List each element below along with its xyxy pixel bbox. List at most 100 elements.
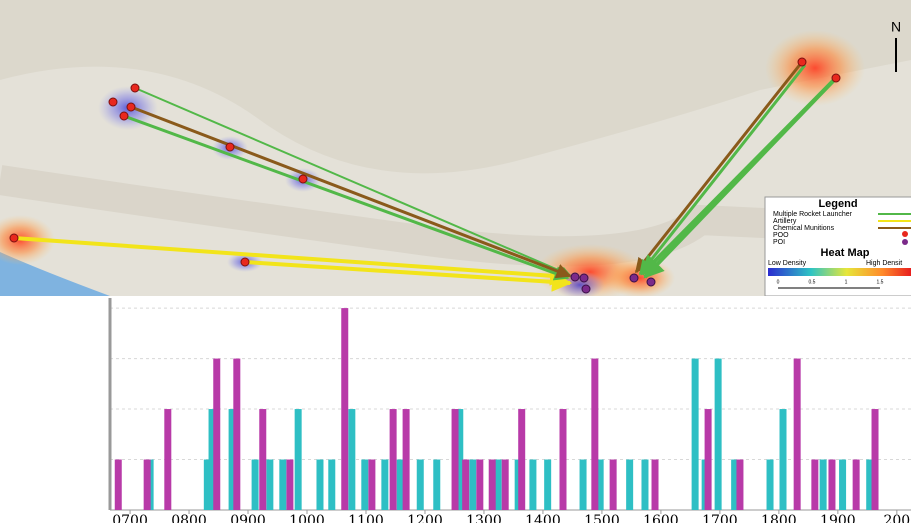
bar bbox=[233, 359, 240, 510]
bar bbox=[144, 460, 151, 510]
poo-point bbox=[120, 112, 128, 120]
poo-point bbox=[127, 103, 135, 111]
bar bbox=[316, 460, 323, 510]
poo-point bbox=[241, 258, 249, 266]
legend-item: POI bbox=[773, 239, 785, 246]
scale-label: 0.5 bbox=[809, 279, 816, 285]
poo-point bbox=[10, 234, 18, 242]
bar bbox=[341, 308, 348, 510]
bar bbox=[736, 460, 743, 510]
bar bbox=[252, 460, 259, 510]
bar bbox=[652, 460, 659, 510]
poo-point bbox=[109, 98, 117, 106]
heat-high: High Densit bbox=[866, 260, 902, 267]
scale-label: 1 bbox=[845, 279, 848, 285]
x-tick-label: 1200 bbox=[407, 513, 443, 523]
bar bbox=[518, 409, 525, 510]
x-tick-label: 1600 bbox=[643, 513, 679, 523]
bar bbox=[417, 460, 424, 510]
legend-swatch bbox=[902, 239, 908, 245]
x-tick-label: 1000 bbox=[289, 513, 325, 523]
bar bbox=[559, 409, 566, 510]
screenshot: N Legend Multiple Rocket Launcher Artill… bbox=[0, 0, 911, 523]
bar bbox=[115, 460, 122, 510]
heat-low: Low Density bbox=[768, 260, 807, 267]
bar bbox=[259, 409, 266, 510]
bar bbox=[705, 409, 712, 510]
bar bbox=[580, 460, 587, 510]
bar bbox=[839, 460, 846, 510]
x-tick-label: 1400 bbox=[525, 513, 561, 523]
poi-point bbox=[580, 274, 588, 282]
bar bbox=[361, 460, 368, 510]
bar bbox=[811, 460, 818, 510]
x-tick-label: 1300 bbox=[466, 513, 502, 523]
heat-ramp bbox=[768, 268, 911, 276]
bar bbox=[403, 409, 410, 510]
poi-point bbox=[571, 273, 579, 281]
map: N Legend Multiple Rocket Launcher Artill… bbox=[0, 0, 911, 296]
bar bbox=[469, 460, 476, 510]
bar bbox=[828, 460, 835, 510]
x-tick-label: 0900 bbox=[230, 513, 266, 523]
bar bbox=[328, 460, 335, 510]
bar bbox=[641, 460, 648, 510]
bar bbox=[489, 460, 496, 510]
poi-point bbox=[647, 278, 655, 286]
bar bbox=[348, 409, 355, 510]
bar bbox=[286, 460, 293, 510]
bar bbox=[279, 460, 286, 510]
poo-point bbox=[131, 84, 139, 92]
poo-point bbox=[299, 175, 307, 183]
x-tick-label: 1700 bbox=[702, 513, 738, 523]
legend-swatch bbox=[902, 231, 908, 237]
bar bbox=[502, 460, 509, 510]
bar bbox=[266, 460, 273, 510]
bar bbox=[692, 359, 699, 510]
bar bbox=[715, 359, 722, 510]
bar bbox=[626, 460, 633, 510]
legend-item: Chemical Munitions bbox=[773, 225, 835, 232]
legend: Legend Multiple Rocket Launcher Artiller… bbox=[765, 197, 911, 296]
legend-item: POO bbox=[773, 232, 789, 239]
heat-title: Heat Map bbox=[821, 247, 870, 259]
bar bbox=[462, 460, 469, 510]
north-label: N bbox=[891, 19, 901, 35]
bar bbox=[452, 409, 459, 510]
legend-item: Multiple Rocket Launcher bbox=[773, 211, 853, 218]
bar bbox=[820, 460, 827, 510]
legend-item: Artillery bbox=[773, 218, 797, 225]
bar bbox=[591, 359, 598, 510]
bar bbox=[295, 409, 302, 510]
x-tick-label: 0700 bbox=[112, 513, 148, 523]
bar bbox=[433, 460, 440, 510]
x-tick-label: 0800 bbox=[171, 513, 207, 523]
x-tick-label: 1900 bbox=[820, 513, 856, 523]
poi-point bbox=[582, 285, 590, 293]
poo-point bbox=[226, 143, 234, 151]
scale-label: 0 bbox=[777, 279, 780, 285]
bar bbox=[381, 460, 388, 510]
bar bbox=[872, 409, 879, 510]
bar bbox=[610, 460, 617, 510]
bar bbox=[368, 460, 375, 510]
x-tick-label: 1500 bbox=[584, 513, 620, 523]
poi-point bbox=[630, 274, 638, 282]
poo-point bbox=[832, 74, 840, 82]
bar bbox=[794, 359, 801, 510]
bar bbox=[164, 409, 171, 510]
legend-title: Legend bbox=[818, 198, 857, 210]
bar bbox=[213, 359, 220, 510]
bar bbox=[780, 409, 787, 510]
bar bbox=[529, 460, 536, 510]
x-tick-label: 200 bbox=[883, 513, 910, 523]
scale-label: 1.5 bbox=[877, 279, 884, 285]
bar bbox=[767, 460, 774, 510]
bar bbox=[544, 460, 551, 510]
poo-point bbox=[798, 58, 806, 66]
x-tick-label: 1800 bbox=[761, 513, 797, 523]
bar bbox=[853, 460, 860, 510]
bar bbox=[476, 460, 483, 510]
bar bbox=[390, 409, 397, 510]
